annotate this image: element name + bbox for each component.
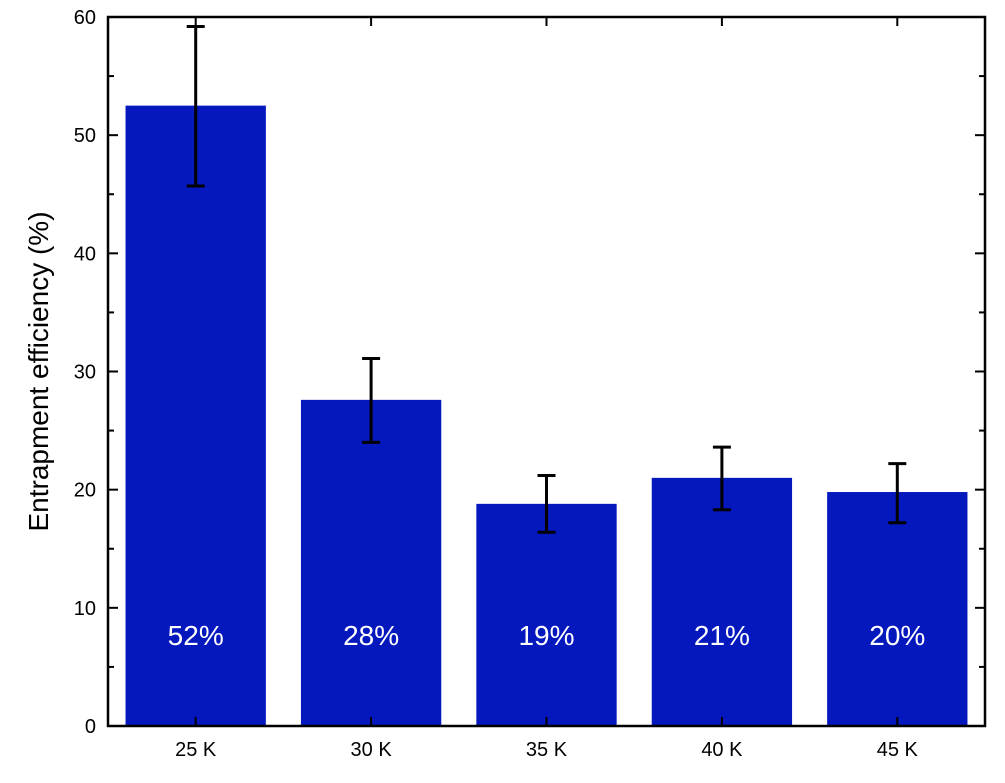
bar-value-label: 20% — [869, 620, 925, 651]
bars-layer — [125, 105, 968, 726]
error-bar — [186, 24, 205, 188]
y-tick-label: 40 — [74, 243, 96, 265]
bar-40k — [651, 477, 793, 726]
y-tick-label: 0 — [85, 716, 96, 738]
x-tick-label: 25 K — [175, 739, 217, 761]
bar-labels-layer: 52% 28% 19% 21% 20% — [168, 620, 926, 651]
error-bar — [362, 357, 381, 444]
y-tick-label: 60 — [74, 7, 96, 29]
y-tick-label: 10 — [74, 598, 96, 620]
error-bar — [888, 462, 907, 525]
x-tick-label: 30 K — [351, 739, 393, 761]
error-bar — [537, 473, 556, 534]
bar-25k — [125, 105, 266, 726]
y-tick-label: 50 — [74, 125, 96, 147]
bar-45k — [827, 492, 968, 726]
y-tick-label: 20 — [74, 480, 96, 502]
bar-value-label: 21% — [694, 620, 750, 651]
y-tick-labels: 0 10 20 30 40 50 60 — [74, 7, 96, 738]
x-tick-label: 45 K — [877, 739, 919, 761]
error-bars-layer — [186, 24, 907, 534]
y-tick-label: 30 — [74, 362, 96, 384]
x-tick-label: 40 K — [701, 739, 743, 761]
error-bar — [712, 445, 731, 512]
x-tick-labels: 25 K 30 K 35 K 40 K 45 K — [175, 739, 918, 761]
bar-value-label: 28% — [343, 620, 399, 651]
bar-35k — [476, 503, 617, 726]
ticks-layer — [108, 16, 985, 727]
bar-value-label: 19% — [518, 620, 574, 651]
bar-value-label: 52% — [168, 620, 224, 651]
x-tick-label: 35 K — [526, 739, 568, 761]
y-axis-title: Entrapment efficiency (%) — [23, 211, 54, 531]
bar-30k — [300, 399, 442, 726]
